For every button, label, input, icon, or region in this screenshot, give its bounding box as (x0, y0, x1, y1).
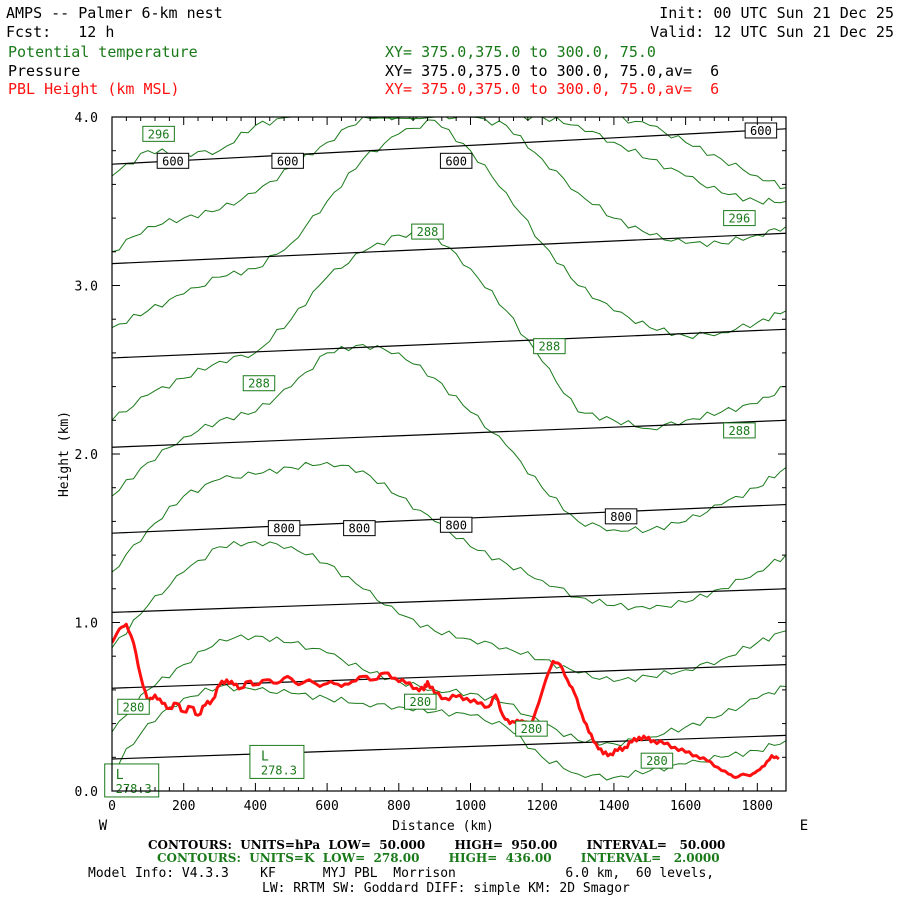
pressure-label-box (271, 152, 304, 169)
y-tick-label: 4.0 (75, 111, 98, 126)
y-tick-label: 2.0 (75, 448, 98, 463)
chart-title: AMPS -- Palmer 6-km nest (6, 4, 223, 22)
theta-label-box (411, 223, 444, 240)
theta-isentrope (112, 634, 786, 747)
pressure-contour-650 (112, 232, 786, 265)
footer-theta-contours: CONTOURS: UNITS=K LOW= 278.00 HIGH= 436.… (157, 851, 720, 865)
theta-label: 288 (417, 225, 439, 239)
x-tick-label: 1000 (455, 799, 486, 814)
pressure-label: 800 (445, 518, 467, 532)
theta-label-box (242, 375, 276, 392)
theta-label: 288 (539, 340, 561, 354)
footer-model-info: Model Info: V4.3.3 KF MYJ PBL Morrison 6… (88, 866, 715, 881)
theta-label-box (515, 720, 548, 737)
low-marker-value: 278.3 (116, 782, 152, 796)
theta-label: 280 (521, 722, 543, 736)
y-axis-title: Height (km) (57, 411, 72, 497)
x-tick-label: 1200 (527, 799, 558, 814)
field-pressure-label: Pressure (8, 62, 81, 80)
pressure-label-box (439, 516, 473, 533)
theta-isentrope (112, 119, 786, 340)
theta-isentrope (112, 117, 786, 205)
theta-label-box (533, 338, 566, 355)
pressure-label-box (156, 152, 190, 169)
pressure-contour-700 (112, 328, 786, 359)
low-marker-letter: L (261, 749, 269, 764)
theta-isentrope (112, 343, 786, 534)
pressure-label: 600 (750, 124, 772, 138)
x-tick-label: 800 (387, 799, 410, 814)
theta-label: 296 (729, 212, 751, 226)
theta-label: 288 (729, 424, 751, 438)
theta-isentrope (112, 540, 786, 683)
theta-isentrope (112, 117, 786, 253)
pressure-contour-900 (112, 664, 786, 689)
pressure-label-box (604, 508, 638, 525)
theta-label: 288 (248, 377, 270, 391)
theta-isentrope (613, 117, 786, 190)
x-tick-label: 400 (244, 799, 267, 814)
pressure-label-box (343, 520, 376, 537)
x-tick-label: 1600 (670, 799, 701, 814)
forecast-hour: Fcst: 12 h (6, 23, 115, 41)
theta-isentrope (112, 231, 786, 431)
theta-label: 296 (148, 127, 170, 141)
pressure-label: 800 (273, 522, 295, 536)
theta-label-box (142, 125, 175, 142)
pressure-contour-950 (112, 734, 786, 760)
pressure-label-box (744, 122, 778, 139)
low-marker-value: 278.3 (261, 763, 297, 777)
x-tick-label: 1800 (742, 799, 773, 814)
theta-isentrope (112, 461, 786, 611)
west-label: W (99, 818, 108, 834)
y-tick-label: 1.0 (75, 617, 98, 632)
pressure-contour-600 (112, 128, 786, 165)
pbl-height-line (112, 622, 780, 779)
theta-label: 280 (123, 700, 145, 714)
footer-pressure-contours: CONTOURS: UNITS=hPa LOW= 50.000 HIGH= 95… (148, 838, 726, 852)
x-tick-label: 0 (108, 799, 116, 814)
pressure-label: 800 (610, 510, 632, 524)
field-theta-xy: XY= 375.0,375.0 to 300.0, 75.0 (385, 43, 656, 61)
y-tick-label: 3.0 (75, 280, 98, 295)
x-axis-title: Distance (km) (392, 819, 494, 834)
x-tick-label: 1400 (598, 799, 629, 814)
pressure-label-box (439, 152, 473, 169)
valid-time: Valid: 12 UTC Sun 21 Dec 25 (650, 23, 894, 41)
pressure-label: 600 (445, 154, 467, 168)
theta-label-box (723, 422, 756, 439)
pressure-contour-850 (112, 588, 786, 613)
y-tick-label: 0.0 (75, 785, 98, 800)
pressure-label: 600 (162, 154, 184, 168)
field-theta-label: Potential temperature (8, 43, 198, 61)
pressure-label-box (267, 520, 301, 537)
field-pbl-xy: XY= 375.0,375.0 to 300.0, 75.0,av= 6 (385, 80, 720, 98)
pressure-label: 800 (349, 522, 371, 536)
pressure-contour-750 (112, 419, 786, 448)
field-pbl-label: PBL Height (km MSL) (8, 80, 180, 98)
theta-label-box (723, 210, 756, 227)
theta-label-box (117, 698, 150, 715)
theta-label-box (404, 693, 437, 710)
x-tick-label: 200 (172, 799, 195, 814)
footer-physics-info: LW: RRTM SW: Goddard DIFF: simple KM: 2D… (262, 881, 630, 896)
east-label: E (800, 818, 808, 834)
init-time: Init: 00 UTC Sun 21 Dec 25 (659, 4, 894, 22)
theta-isentrope (112, 684, 786, 781)
pressure-label: 600 (277, 154, 299, 168)
low-marker-box (249, 744, 305, 779)
x-tick-label: 600 (315, 799, 338, 814)
plot-frame (111, 116, 787, 792)
theta-label-box (640, 752, 674, 769)
field-pressure-xy: XY= 375.0,375.0 to 300.0, 75.0,av= 6 (385, 62, 720, 80)
theta-label: 280 (646, 754, 668, 768)
low-marker-letter: L (116, 768, 124, 783)
theta-label: 280 (409, 695, 431, 709)
